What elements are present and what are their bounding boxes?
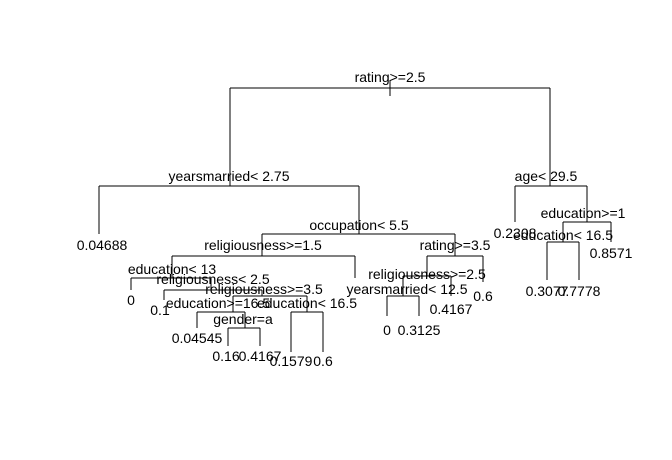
split-label-education-ge-1: education>=1 xyxy=(541,205,626,221)
split-label-yearsmarried-lt-12-5: yearsmarried< 12.5 xyxy=(346,281,467,297)
leaf-label: 0.6 xyxy=(313,353,333,369)
split-label-root: rating>=2.5 xyxy=(355,69,426,85)
split-label-religiousness-ge-3-5: religiousness>=3.5 xyxy=(205,281,323,297)
leaf-label: 0.4167 xyxy=(239,348,282,364)
leaf-label: 0.3077 xyxy=(526,283,569,299)
split-label-rating-ge-3-5: rating>=3.5 xyxy=(420,237,491,253)
split-label-education-ge-16-5: education>=16.5 xyxy=(166,295,271,311)
leaf-label: 0.7778 xyxy=(558,283,601,299)
leaf-label: 0.1 xyxy=(150,302,170,318)
split-label-occupation: occupation< 5.5 xyxy=(309,217,408,233)
split-label-religiousness-lt-2-5: religiousness< 2.5 xyxy=(156,271,269,287)
split-label-age: age< 29.5 xyxy=(515,168,578,184)
leaf-label: 0.6 xyxy=(473,288,493,304)
leaf-label: 0 xyxy=(127,292,135,308)
leaf-label: 0.3125 xyxy=(398,322,441,338)
leaf-label: 0.16 xyxy=(212,348,239,364)
leaf-label: 0.04545 xyxy=(172,330,223,346)
split-label-yearsmarried: yearsmarried< 2.75 xyxy=(168,168,289,184)
leaf-label: 0 xyxy=(383,322,391,338)
leaf-label: 0.04688 xyxy=(77,237,128,253)
leaf-label: 0.4167 xyxy=(430,301,473,317)
split-label-gender: gender=a xyxy=(213,311,273,327)
split-label-education-lt-13: education< 13 xyxy=(128,261,217,277)
split-label-religiousness-ge-1-5: religiousness>=1.5 xyxy=(204,237,322,253)
leaf-label: 0.2308 xyxy=(494,225,537,241)
split-label-religiousness-ge-2-5: religiousness>=2.5 xyxy=(368,266,486,282)
split-label-education-lt-16-5-left: education< 16.5 xyxy=(257,295,357,311)
split-label-education-lt-16-5-right: education< 16.5 xyxy=(513,227,613,243)
leaf-label: 0.1579 xyxy=(270,353,313,369)
leaf-label: 0.8571 xyxy=(590,245,633,261)
